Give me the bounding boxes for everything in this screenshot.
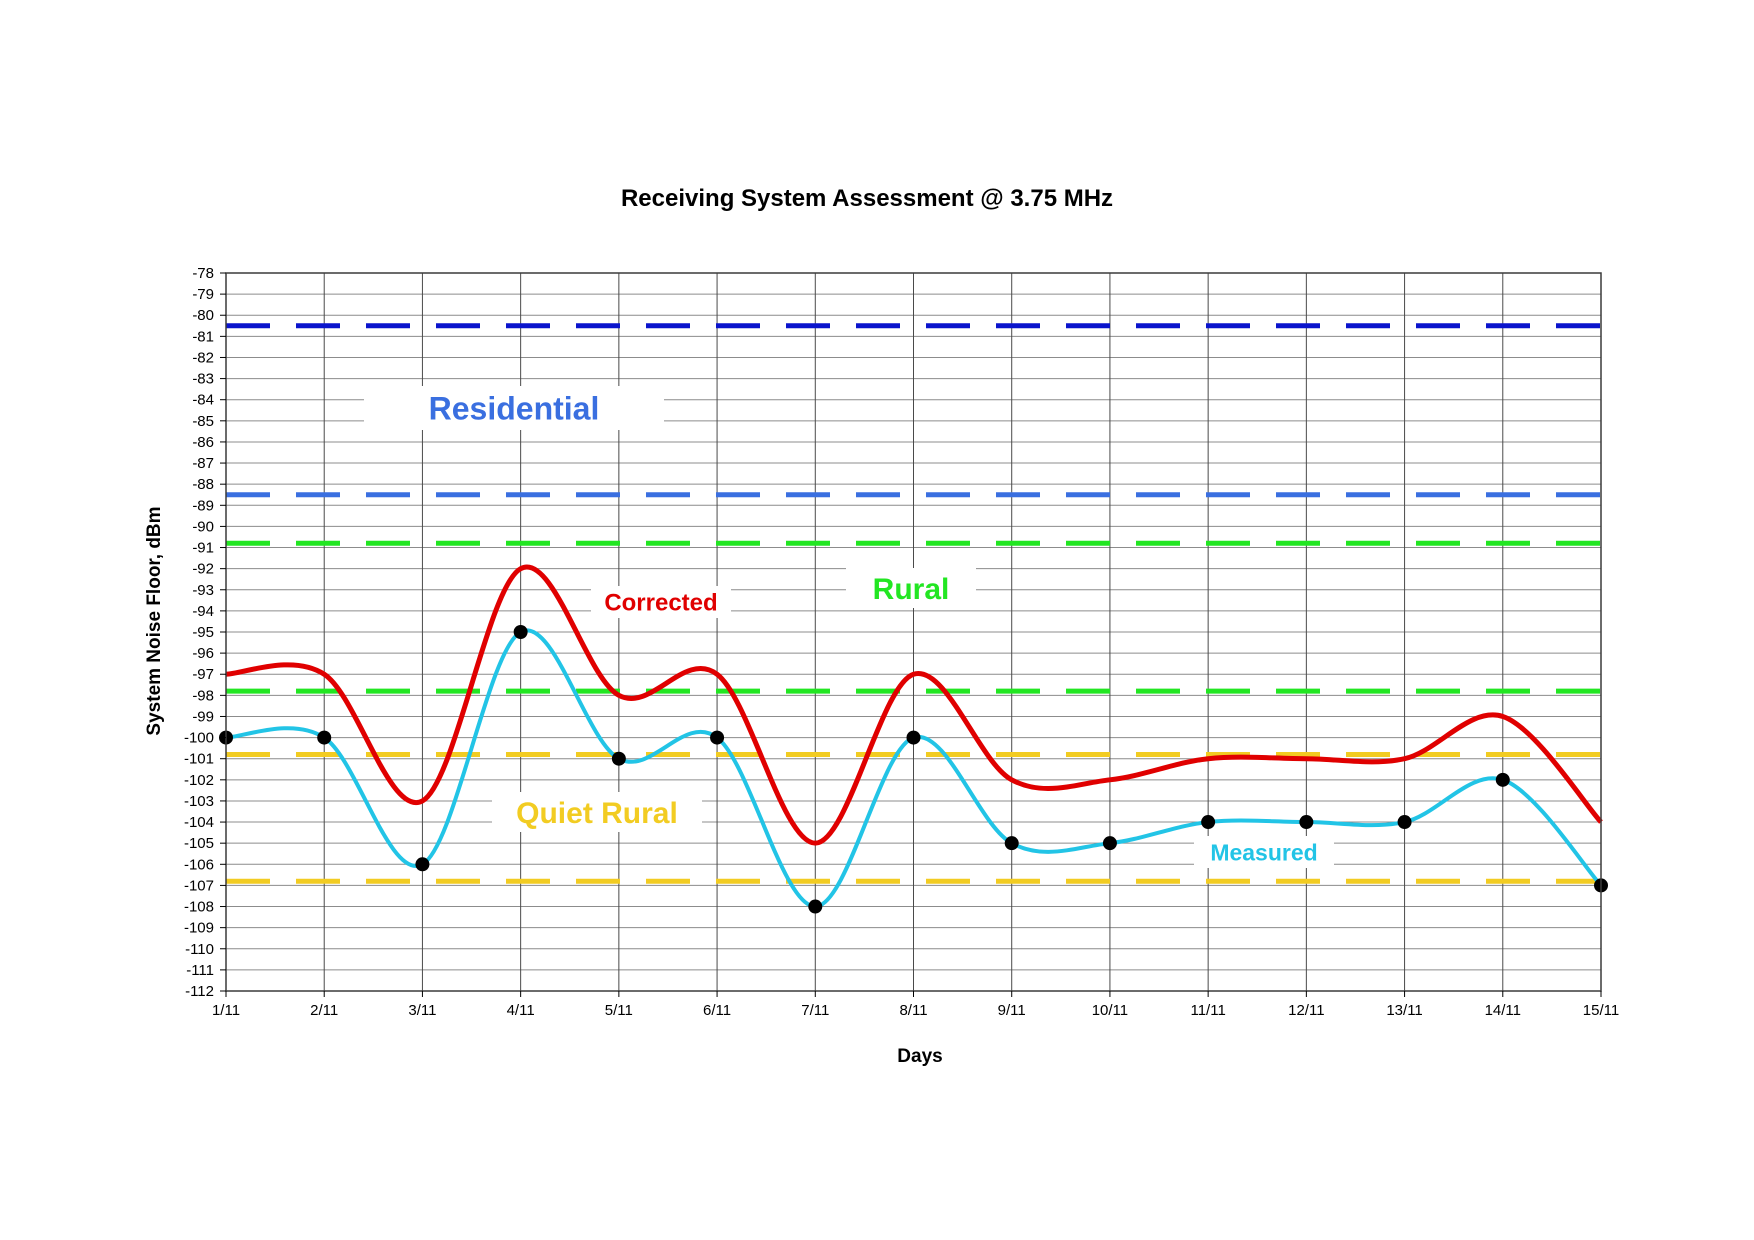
y-tick-label: -96: [192, 645, 214, 662]
x-tick-label: 7/11: [801, 1002, 829, 1019]
x-tick-label: 5/11: [605, 1002, 633, 1019]
y-tick-label: -110: [185, 941, 214, 958]
y-tick-label: -83: [192, 371, 214, 388]
series-line-corrected: [225, 564, 1603, 846]
band-label-background: [364, 386, 664, 430]
data-point-measured: [710, 730, 725, 745]
y-tick-label: -85: [192, 413, 214, 430]
y-tick-label: -89: [192, 497, 214, 514]
x-tick-label: 8/11: [899, 1002, 927, 1019]
y-tick-label: -93: [192, 582, 214, 599]
y-tick-label: -86: [192, 434, 214, 451]
y-tick-label: -107: [184, 877, 214, 894]
y-tick-label: -104: [184, 814, 214, 831]
band-label: Measured: [1210, 839, 1317, 865]
y-tick-label: -88: [192, 476, 214, 493]
band-label: Corrected: [604, 590, 717, 617]
data-point-measured: [1397, 815, 1412, 830]
y-tick-label: -108: [184, 899, 214, 916]
reference-lines: [226, 323, 1601, 884]
x-tick-labels: 1/11 2/11 3/11 4/11 5/11 6/11 7/11 8/11 9/11 10/1…: [212, 1002, 1619, 1019]
data-point-measured: [317, 730, 332, 745]
chart-title: Receiving System Assessment @ 3.75 MHz: [621, 185, 1113, 212]
y-tick-label: -92: [192, 561, 214, 578]
band-label: Quiet Rural: [516, 797, 678, 830]
x-tick-label: 14/11: [1485, 1002, 1521, 1019]
x-tick-label: 9/11: [998, 1002, 1026, 1019]
y-tick-label: -84: [192, 392, 214, 409]
x-tick-label: 2/11: [310, 1002, 338, 1019]
y-tick-label: -79: [192, 286, 214, 303]
band-labels: Residential Rural Quiet Rural Corrected Meas…: [364, 386, 1334, 868]
y-tick-label: -98: [192, 687, 214, 704]
band-label-background: [492, 792, 702, 832]
data-point-measured: [1495, 772, 1510, 787]
y-tick-label: -97: [192, 666, 214, 683]
y-tick-label: -101: [184, 751, 214, 768]
x-axis-label: Days: [897, 1046, 942, 1067]
data-point-measured: [1299, 815, 1314, 830]
band-label-background: [846, 568, 976, 608]
y-tick-labels: -78 -79 -80 -81 -82 -83 -84 -85 -86 -87 -88 -89 -90 -…: [184, 265, 214, 1000]
y-tick-label: -112: [185, 983, 214, 1000]
x-tick-label: 11/11: [1190, 1002, 1225, 1019]
x-tick-label: 4/11: [507, 1002, 535, 1019]
y-tick-label: -78: [192, 265, 214, 282]
y-tick-label: -91: [192, 540, 214, 557]
data-point-measured: [1102, 836, 1117, 851]
y-tick-label: -109: [184, 920, 214, 937]
x-tick-label: 1/11: [212, 1002, 240, 1019]
band-label-background: [1194, 836, 1334, 868]
x-tick-label: 15/11: [1583, 1002, 1619, 1019]
data-point-measured: [415, 857, 430, 872]
x-tick-label: 3/11: [408, 1002, 436, 1019]
y-axis-label: System Noise Floor, dBm: [144, 506, 165, 735]
band-label-background: [591, 586, 731, 618]
data-point-measured: [906, 730, 921, 745]
series-lines: [225, 564, 1603, 909]
data-point-measured: [611, 751, 626, 766]
y-tick-label: -82: [192, 349, 214, 366]
gridlines: [225, 272, 1602, 992]
x-tick-label: 13/11: [1386, 1002, 1422, 1019]
band-label: Rural: [873, 573, 950, 606]
x-tick-label: 6/11: [703, 1002, 731, 1019]
y-tick-label: -80: [192, 307, 214, 324]
x-tick-label: 10/11: [1092, 1002, 1128, 1019]
data-point-measured: [1201, 815, 1216, 830]
y-tick-label: -81: [192, 328, 214, 345]
y-tick-label: -106: [184, 856, 214, 873]
y-tick-label: -111: [186, 962, 214, 979]
data-point-measured: [808, 899, 823, 914]
y-tick-label: -87: [192, 455, 214, 472]
y-tick-label: -94: [192, 603, 214, 620]
series-line-measured: [225, 628, 1603, 909]
data-point-measured: [513, 625, 528, 639]
y-tick-label: -105: [184, 835, 214, 852]
y-tick-label: -103: [184, 793, 214, 810]
x-tick-label: 12/11: [1288, 1002, 1324, 1019]
y-tick-label: -95: [192, 624, 214, 641]
axes: [220, 272, 1602, 997]
y-tick-label: -100: [184, 730, 214, 747]
y-tick-label: -99: [192, 708, 214, 725]
band-label: Residential: [429, 391, 600, 427]
y-tick-label: -90: [192, 518, 214, 535]
data-point-measured: [1004, 836, 1019, 851]
y-tick-label: -102: [184, 772, 214, 789]
